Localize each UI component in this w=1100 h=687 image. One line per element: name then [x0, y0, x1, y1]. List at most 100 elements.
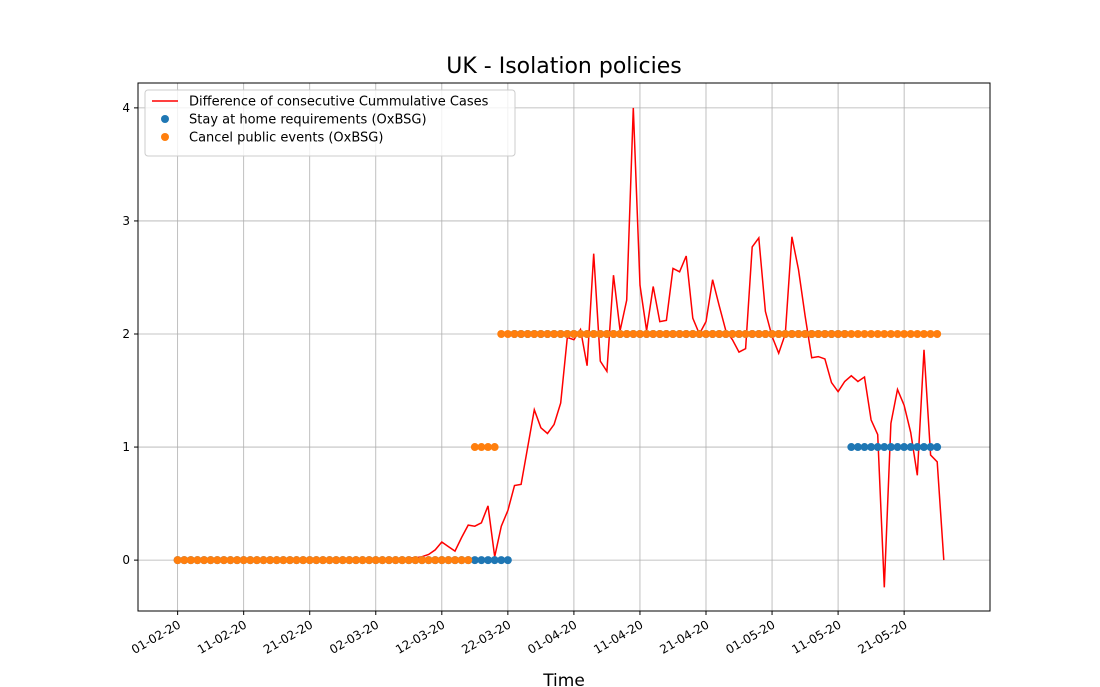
legend-label: Difference of consecutive Cummulative Ca…: [189, 95, 489, 110]
data-point: [668, 329, 677, 338]
data-point: [609, 329, 618, 338]
data-point: [853, 443, 862, 452]
data-point: [550, 329, 559, 338]
data-point: [200, 556, 209, 565]
data-point: [893, 443, 902, 452]
data-point: [635, 329, 644, 338]
data-point: [470, 556, 479, 565]
data-point: [602, 329, 611, 338]
data-point: [853, 329, 862, 338]
data-point: [768, 329, 777, 338]
data-point: [517, 329, 526, 338]
data-point: [801, 329, 810, 338]
data-point: [272, 556, 281, 565]
legend-box: [144, 89, 516, 157]
data-point: [186, 556, 195, 565]
data-point: [900, 329, 909, 338]
data-point: [338, 556, 347, 565]
data-point: [880, 329, 889, 338]
data-point: [219, 556, 228, 565]
data-point: [840, 329, 849, 338]
data-point: [279, 556, 288, 565]
x-tick-label: 11-02-20: [195, 617, 249, 656]
data-point: [655, 329, 664, 338]
y-tick-label: 4: [122, 101, 130, 115]
data-point: [503, 329, 512, 338]
data-point: [411, 556, 420, 565]
data-point: [451, 556, 460, 565]
x-tick-label: 21-05-20: [855, 617, 909, 656]
x-tick-label: 11-04-20: [591, 617, 645, 656]
data-point: [345, 556, 354, 565]
data-point: [398, 556, 407, 565]
data-point: [206, 556, 215, 565]
data-point: [919, 329, 928, 338]
data-point: [404, 556, 413, 565]
data-point: [754, 329, 763, 338]
data-point: [530, 329, 539, 338]
data-point: [814, 329, 823, 338]
data-line: [177, 107, 945, 588]
data-point: [180, 556, 189, 565]
data-point: [616, 329, 625, 338]
data-point: [847, 329, 856, 338]
data-point: [226, 556, 235, 565]
data-point: [781, 329, 790, 338]
data-point: [569, 329, 578, 338]
data-point: [246, 556, 255, 565]
legend-label: Cancel public events (OxBSG): [189, 131, 383, 146]
y-tick-label: 1: [122, 440, 130, 454]
data-point: [497, 556, 506, 565]
data-point: [510, 329, 519, 338]
data-point: [715, 329, 724, 338]
data-point: [741, 329, 750, 338]
data-point: [774, 329, 783, 338]
data-point: [933, 329, 942, 338]
x-tick-label: 21-02-20: [261, 617, 315, 656]
data-point: [424, 556, 433, 565]
data-point: [721, 329, 730, 338]
data-point: [629, 329, 638, 338]
data-point: [418, 556, 426, 565]
data-point: [820, 329, 829, 338]
data-point: [173, 556, 182, 565]
data-point: [464, 556, 473, 565]
data-point: [787, 329, 796, 338]
data-point: [378, 556, 387, 565]
data-point: [484, 556, 493, 565]
data-point: [365, 556, 374, 565]
data-point: [437, 556, 446, 565]
data-point: [536, 329, 545, 338]
data-point: [860, 329, 869, 338]
data-point: [900, 443, 909, 452]
x-tick-label: 01-04-20: [525, 617, 579, 656]
data-point: [351, 556, 360, 565]
data-point: [728, 329, 737, 338]
data-point: [484, 443, 493, 452]
data-point: [675, 329, 684, 338]
data-point: [391, 556, 400, 565]
data-point: [735, 329, 744, 338]
data-point: [926, 443, 935, 452]
data-point: [886, 443, 895, 452]
legend: Difference of consecutive Cummulative Ca…: [144, 89, 516, 157]
data-point: [193, 556, 202, 565]
y-tick-label: 3: [122, 214, 130, 228]
data-point: [596, 329, 605, 338]
data-point: [470, 443, 479, 452]
data-point: [543, 329, 552, 338]
x-tick-label: 11-05-20: [789, 617, 843, 656]
data-point: [886, 329, 895, 338]
data-point: [266, 556, 275, 565]
data-point: [503, 556, 512, 565]
data-point: [622, 329, 631, 338]
data-point: [299, 556, 308, 565]
data-point: [873, 443, 882, 452]
data-point: [649, 329, 658, 338]
data-point: [860, 443, 869, 452]
x-tick-label: 02-03-20: [327, 617, 381, 656]
data-point: [523, 329, 532, 338]
data-point: [880, 443, 889, 452]
data-point: [312, 556, 321, 565]
data-point: [371, 556, 380, 565]
